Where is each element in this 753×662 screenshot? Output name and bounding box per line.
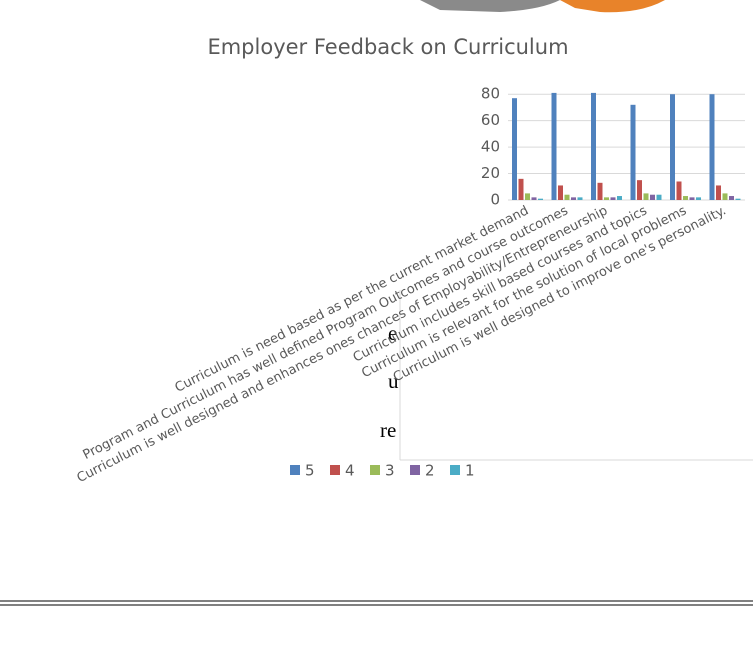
bar bbox=[650, 194, 655, 200]
bar bbox=[551, 92, 557, 200]
bar bbox=[564, 194, 570, 200]
y-tick-label: 20 bbox=[481, 164, 500, 182]
bar bbox=[637, 180, 642, 200]
bar bbox=[643, 193, 649, 200]
bar bbox=[577, 197, 583, 200]
bar bbox=[531, 197, 537, 200]
bar bbox=[689, 197, 695, 200]
legend-label: 5 bbox=[305, 462, 315, 480]
bar bbox=[597, 182, 603, 200]
y-tick-label: 60 bbox=[481, 111, 500, 129]
bar bbox=[571, 197, 576, 200]
bar bbox=[591, 92, 596, 200]
chart-background bbox=[400, 14, 753, 460]
bar bbox=[670, 94, 675, 200]
bar bbox=[716, 185, 721, 200]
bar bbox=[696, 197, 701, 200]
banner-fragment bbox=[560, 0, 665, 13]
bar bbox=[558, 185, 563, 200]
text-fragment: re bbox=[380, 418, 396, 442]
bar bbox=[610, 197, 616, 200]
legend-label: 4 bbox=[345, 462, 355, 480]
legend-label: 2 bbox=[425, 462, 435, 480]
bar bbox=[617, 196, 622, 200]
legend-swatch bbox=[330, 465, 340, 475]
legend-swatch bbox=[450, 465, 460, 475]
banner-fragment bbox=[420, 0, 560, 12]
bar bbox=[683, 196, 688, 200]
bar bbox=[538, 198, 543, 200]
bar bbox=[722, 193, 728, 200]
bar bbox=[709, 94, 715, 200]
text-fragment: e bbox=[388, 321, 397, 345]
y-tick-label: 80 bbox=[481, 85, 500, 103]
bar bbox=[735, 198, 741, 200]
chart-title: Employer Feedback on Curriculum bbox=[207, 35, 568, 59]
bar bbox=[518, 178, 524, 200]
y-tick-label: 40 bbox=[481, 138, 500, 156]
legend-swatch bbox=[370, 465, 380, 475]
bar bbox=[525, 193, 530, 200]
legend-swatch bbox=[410, 465, 420, 475]
bar bbox=[729, 196, 734, 200]
bar bbox=[676, 181, 682, 200]
legend-swatch bbox=[290, 465, 300, 475]
legend-label: 1 bbox=[465, 462, 475, 480]
bar bbox=[604, 197, 609, 200]
y-tick-label: 0 bbox=[490, 191, 500, 209]
legend-label: 3 bbox=[385, 462, 395, 480]
text-fragment: u bbox=[388, 369, 399, 393]
bar bbox=[656, 194, 662, 200]
bar bbox=[512, 98, 517, 200]
bar bbox=[630, 104, 636, 200]
